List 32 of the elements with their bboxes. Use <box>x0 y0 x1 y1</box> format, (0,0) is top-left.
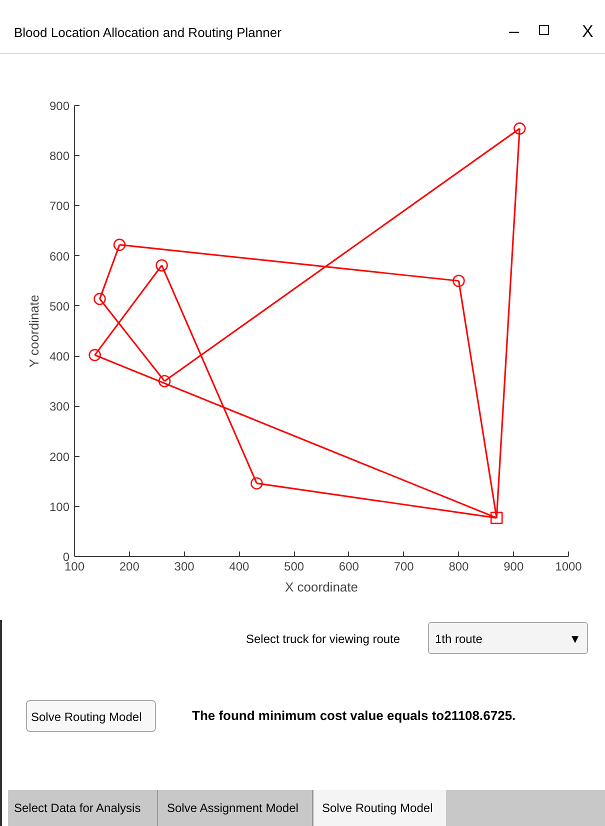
x-tick-label: 500 <box>284 560 304 574</box>
x-tick-label: 700 <box>394 560 414 574</box>
x-tick-label: 600 <box>338 560 360 574</box>
y-tick-label: 600 <box>49 249 70 264</box>
y-tick-label: 200 <box>49 450 70 464</box>
x-tick-label: 100 <box>64 560 85 574</box>
text: Select Data for Analysis <box>14 800 141 817</box>
y-tick-label: 300 <box>49 400 70 414</box>
x-tick-label: 1000 <box>555 560 582 574</box>
text: Select truck for viewing route <box>246 631 400 648</box>
y-tick-label: 700 <box>49 199 70 214</box>
text: Solve Routing Model <box>322 800 433 817</box>
x-axis-title: X coordinate <box>285 580 358 594</box>
text: Solve Assignment Model <box>167 800 298 817</box>
x-tick-label: 800 <box>448 560 470 574</box>
x-tick-label: 200 <box>119 560 140 574</box>
y-tick-label: 800 <box>49 149 70 164</box>
x-tick-label: 900 <box>504 560 524 574</box>
y-tick-label: 500 <box>49 299 70 314</box>
y-tick-label: 900 <box>49 99 70 113</box>
text: X <box>582 21 594 43</box>
text: Solve Routing Model <box>31 709 142 726</box>
text: ▼ <box>569 631 581 648</box>
x-tick-label: 300 <box>174 560 195 574</box>
chart-title: Blood Location Allocation and Routing Planner <box>14 24 282 42</box>
y-axis-title: Y coordinate <box>26 294 42 368</box>
y-tick-label: 100 <box>49 500 70 514</box>
text: The found minimum cost value equals to21108.6725. <box>192 707 516 725</box>
y-tick-label: 400 <box>49 350 70 364</box>
text: 1th route <box>435 631 482 648</box>
text: – <box>509 20 520 43</box>
x-tick-label: 400 <box>229 560 250 574</box>
